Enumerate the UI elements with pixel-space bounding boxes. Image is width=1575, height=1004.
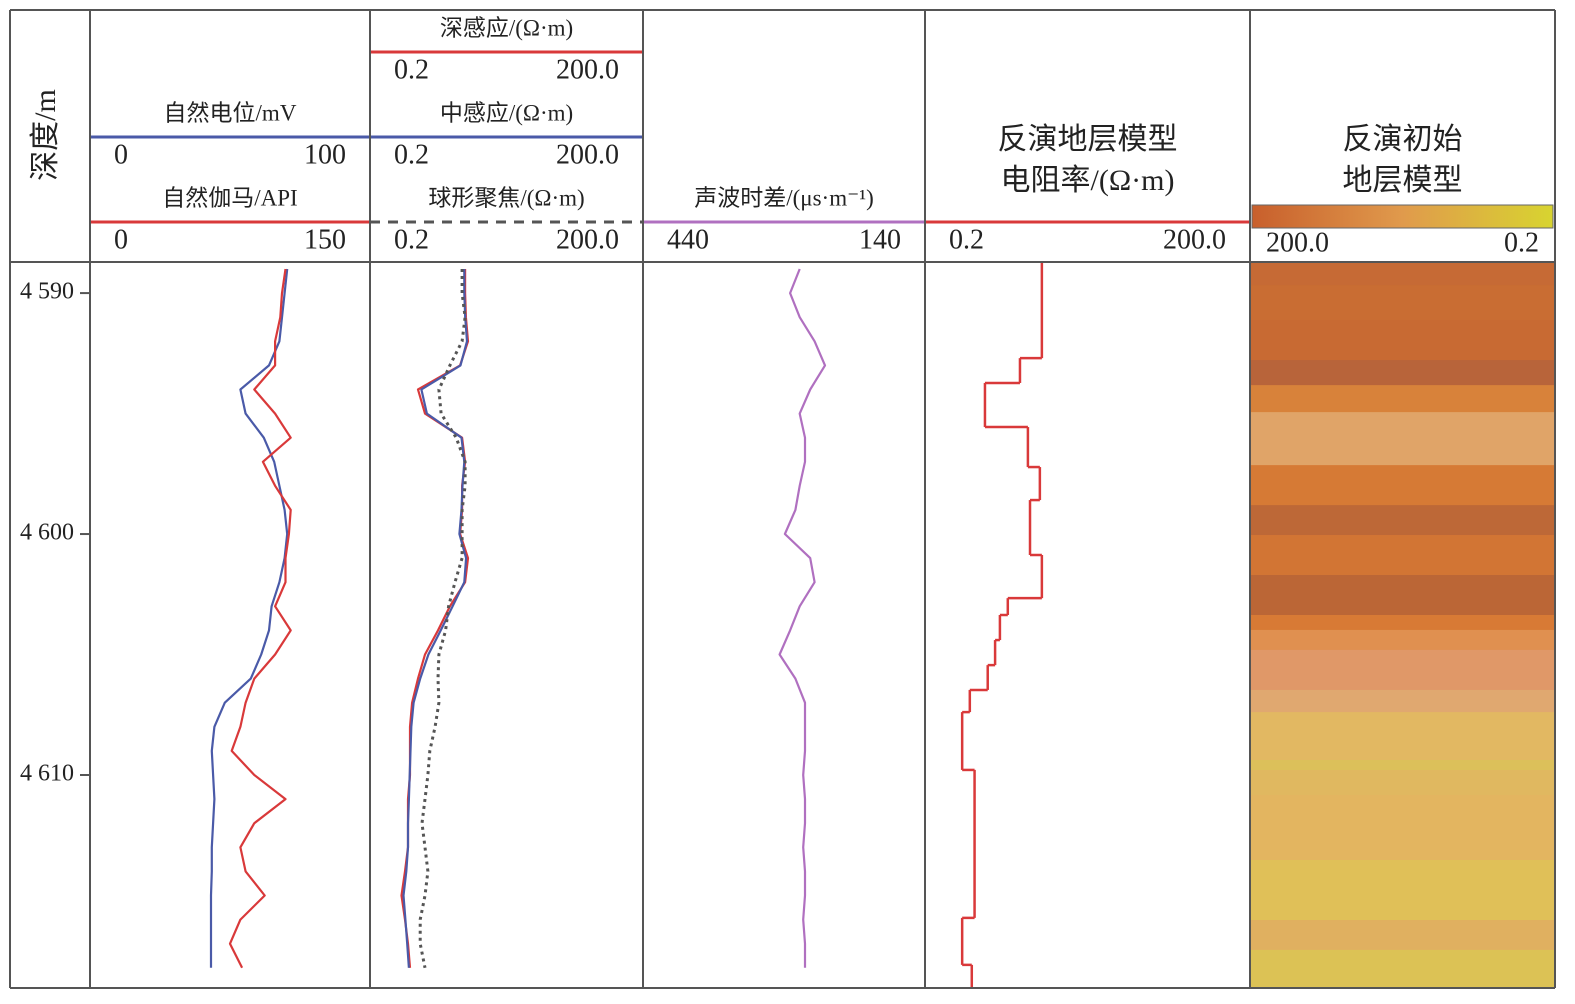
scale-label: 0: [114, 139, 128, 170]
log-curve: [402, 269, 469, 968]
legend-label: 声波时差/(μs·m⁻¹): [694, 185, 874, 210]
scale-label: 140: [859, 224, 901, 255]
scale-label: 440: [667, 224, 709, 255]
model-layer: [1251, 465, 1554, 506]
model-layer: [1251, 760, 1554, 771]
chart-body: 4 590 4 600 4 610 自然电位/mV 0 100 自然伽马/API 0 150 深感…: [20, 15, 1554, 989]
model-layer: [1251, 712, 1554, 761]
scale-label: 150: [304, 224, 346, 255]
track-title: 电阻率/(Ω·m): [1001, 164, 1175, 197]
track-title: 反演初始: [1343, 123, 1463, 156]
model-layer: [1251, 535, 1554, 576]
model-layer: [1251, 649, 1554, 691]
model-layer: [1251, 920, 1554, 951]
model-layer: [1251, 949, 1554, 989]
scale-label: 0.2: [394, 224, 429, 255]
y-tick-label: 4 610: [20, 760, 74, 786]
scale-label: 0.2: [394, 54, 429, 85]
model-layer: [1251, 285, 1554, 321]
model-layer: [1251, 575, 1554, 616]
log-curve: [778, 268, 827, 968]
scale-label: 0: [114, 224, 128, 255]
legend-label: 中感应/(Ω·m): [440, 100, 573, 125]
model-layer: [1251, 769, 1554, 796]
scale-label: 200.0: [556, 139, 619, 170]
colorbar: [1251, 204, 1554, 229]
log-curve: [228, 268, 292, 969]
model-layer: [1251, 385, 1554, 413]
log-curve: [209, 268, 289, 968]
y-tick-label: 4 590: [20, 279, 74, 305]
model-layer: [1251, 412, 1554, 466]
depth-axis-label: 深度/m: [29, 89, 62, 181]
y-tick-label: 4 600: [20, 520, 74, 546]
scale-label: 0.2: [1504, 227, 1539, 258]
scale-label: 200.0: [556, 54, 619, 85]
model-layer: [1251, 615, 1554, 631]
model-layer: [1251, 629, 1554, 651]
model-layer: [1251, 689, 1554, 713]
model-layer: [1251, 794, 1554, 861]
model-layer: [1251, 262, 1554, 286]
scale-label: 200.0: [1163, 224, 1226, 255]
scale-label: 100: [304, 139, 346, 170]
scale-label: 200.0: [1266, 227, 1329, 258]
model-layer: [1251, 860, 1554, 921]
model-layer: [1251, 320, 1554, 361]
legend-label: 自然伽马/API: [162, 185, 297, 210]
scale-label: 0.2: [394, 139, 429, 170]
legend-label: 球形聚焦/(Ω·m): [428, 185, 584, 210]
scale-label: 0.2: [949, 224, 984, 255]
legend-label: 自然电位/mV: [164, 100, 297, 125]
model-layer: [1251, 505, 1554, 536]
log-curve: [418, 269, 467, 969]
track-title: 地层模型: [1343, 164, 1463, 197]
track-title: 反演地层模型: [998, 123, 1178, 156]
scale-label: 200.0: [556, 224, 619, 255]
legend-label: 深感应/(Ω·m): [440, 15, 573, 40]
model-layer: [1251, 360, 1554, 386]
